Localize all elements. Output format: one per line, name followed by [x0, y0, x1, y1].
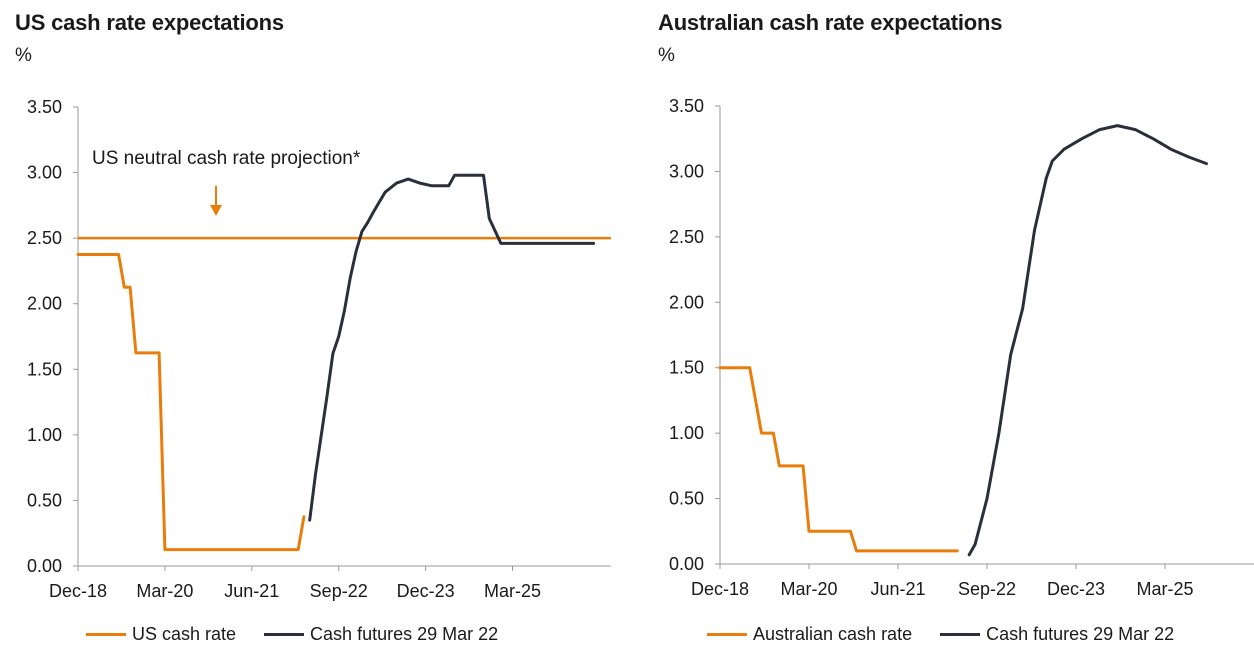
y-tick-label: 2.00 — [669, 292, 704, 312]
x-tick-label: Sep-22 — [958, 579, 1016, 599]
y-tick-label: 0.00 — [27, 556, 62, 576]
legend: Australian cash rate Cash futures 29 Mar… — [707, 624, 1202, 645]
y-tick-label: 3.50 — [27, 97, 62, 117]
legend-swatch-futures — [264, 633, 305, 636]
legend-swatch-futures — [940, 633, 981, 636]
x-tick-label: Dec-23 — [397, 581, 455, 601]
y-tick-label: 2.50 — [669, 227, 704, 247]
y-tick-label: 0.50 — [669, 489, 704, 509]
y-axis-unit: % — [15, 45, 32, 66]
y-tick-label: 1.00 — [27, 425, 62, 445]
legend-swatch-cash-rate — [707, 633, 747, 636]
x-tick-label: Dec-18 — [49, 581, 107, 601]
chart-title: Australian cash rate expectations — [658, 10, 1003, 35]
legend: US cash rate Cash futures 29 Mar 22 — [86, 624, 526, 645]
y-tick-label: 0.50 — [27, 490, 62, 510]
legend-label: US cash rate — [132, 624, 237, 644]
y-tick-label: 1.00 — [669, 423, 704, 443]
x-tick-label: Jun-21 — [870, 579, 925, 599]
x-tick-label: Jun-21 — [224, 581, 279, 601]
y-tick-label: 3.00 — [27, 163, 62, 183]
us-chart-panel: US cash rate expectations % 0.00 0.50 1.00… — [15, 10, 611, 645]
x-tick-label: Dec-18 — [691, 579, 749, 599]
x-tick-label: Sep-22 — [310, 581, 368, 601]
y-tick-label: 0.00 — [669, 554, 704, 574]
x-tick-label: Dec-23 — [1047, 579, 1105, 599]
y-tick-label: 2.00 — [27, 294, 62, 314]
au-chart-plot: 0.00 0.50 1.00 1.50 2.00 2.50 3.00 3.50 Dec-18 Ma… — [669, 96, 1254, 599]
legend-swatch-cash-rate — [86, 633, 126, 636]
y-tick-label: 1.50 — [27, 359, 62, 379]
series-line-cash-rate — [718, 366, 959, 553]
x-tick-label: Mar-25 — [1136, 579, 1193, 599]
y-tick-label: 3.50 — [669, 96, 704, 116]
neutral-rate-annotation: US neutral cash rate projection* — [92, 148, 361, 169]
legend-item-au-cash-rate: Australian cash rate — [707, 624, 912, 645]
series-line-cash-futures — [967, 124, 1208, 557]
y-axis-unit: % — [658, 45, 675, 66]
legend-label: Cash futures 29 Mar 22 — [310, 624, 499, 644]
y-tick-label: 2.50 — [27, 228, 62, 248]
legend-item-us-cash-rate: US cash rate — [86, 624, 236, 645]
y-tick-label: 1.50 — [669, 358, 704, 378]
series-line-cash-futures — [308, 173, 596, 522]
legend-item-cash-futures: Cash futures 29 Mar 22 — [940, 624, 1174, 645]
annotation-arrow-head — [210, 205, 222, 216]
legend-label: Australian cash rate — [753, 624, 913, 644]
x-tick-label: Mar-20 — [780, 579, 837, 599]
au-chart-panel: Australian cash rate expectations % 0.00… — [627, 0, 1254, 655]
x-tick-label: Mar-25 — [484, 581, 541, 601]
chart-title: US cash rate expectations — [15, 10, 284, 35]
us-chart-plot: 0.00 0.50 1.00 1.50 2.00 2.50 3.00 3.50 Dec-18 Ma… — [27, 97, 611, 601]
series-line-cash-rate — [76, 253, 306, 552]
x-tick-label: Mar-20 — [136, 581, 193, 601]
y-tick-label: 3.00 — [669, 161, 704, 181]
legend-label: Cash futures 29 Mar 22 — [986, 624, 1175, 644]
legend-item-cash-futures: Cash futures 29 Mar 22 — [264, 624, 498, 645]
